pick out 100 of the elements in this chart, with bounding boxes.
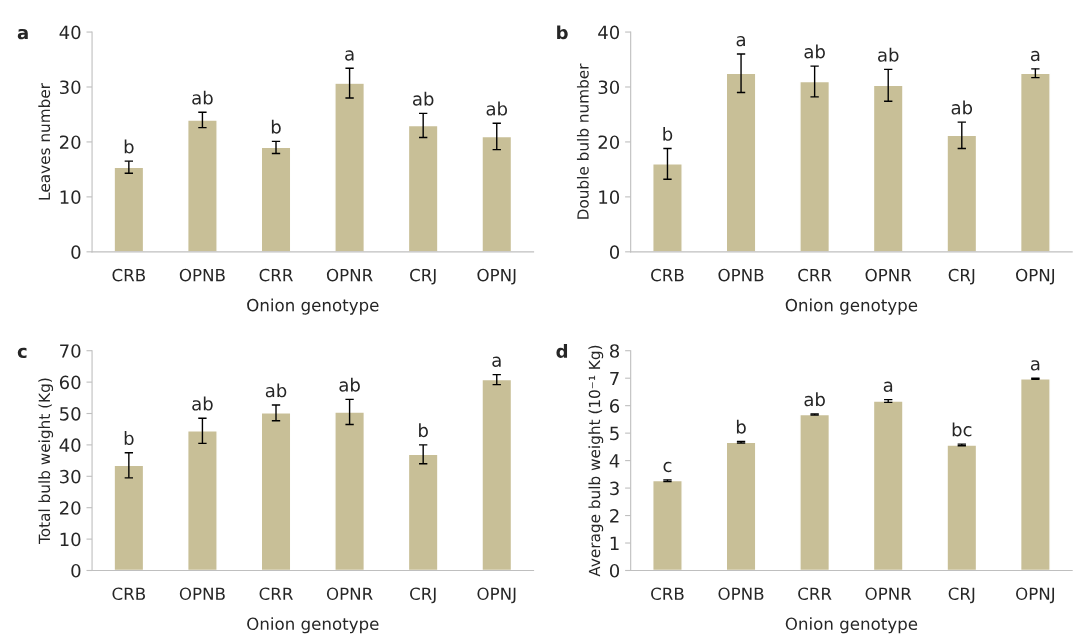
x-tick-label: OPNR	[326, 587, 373, 601]
chart-title: a	[17, 28, 28, 40]
x-tick-label: CRB	[651, 587, 684, 601]
x-tick-label: CRJ	[948, 268, 975, 285]
x-tick-label: CRB	[651, 268, 684, 282]
y-tick-label: 30	[60, 469, 81, 484]
x-tick-label: CRB	[112, 268, 145, 282]
bar	[407, 124, 439, 252]
y-tick-label: 3	[610, 481, 619, 496]
x-axis-title: Onion genotype	[247, 617, 379, 634]
bar	[799, 413, 831, 571]
annotation: b	[419, 423, 428, 438]
bar	[1019, 378, 1051, 571]
x-tick-label: CRR	[259, 268, 293, 282]
x-axis-title: Onion genotype	[785, 298, 918, 315]
annotation: a	[736, 35, 745, 47]
bar	[946, 444, 978, 571]
bar	[799, 80, 831, 252]
x-axis-title: Onion genotype	[247, 298, 379, 315]
bar	[481, 378, 513, 571]
x-tick-label: OPNB	[718, 587, 764, 601]
annotation: b	[736, 419, 746, 434]
x-tick-label: OPNJ	[1016, 587, 1055, 604]
annotation: b	[663, 126, 673, 141]
annotation: b	[271, 119, 281, 134]
bar	[652, 479, 683, 571]
y-tick-label: 4	[609, 454, 620, 468]
x-tick-label: OPNJ	[477, 587, 516, 604]
x-tick-label: OPNR	[865, 268, 912, 282]
annotation: a	[883, 381, 893, 392]
y-tick-label: 0	[71, 245, 81, 259]
annotation: ab	[192, 90, 213, 105]
x-axis-title: Onion genotype	[785, 617, 918, 634]
y-tick-label: 0	[609, 245, 620, 259]
bar	[260, 412, 292, 571]
y-tick-label: 40	[59, 438, 81, 453]
x-tick-label: CRR	[259, 587, 293, 601]
annotation: ab	[265, 383, 287, 398]
annotation: ab	[878, 47, 899, 62]
annotation: ab	[804, 392, 825, 407]
y-tick-label: 1	[610, 536, 619, 550]
y-axis-title: Leaves number	[38, 82, 51, 200]
y-axis-title: Total bulb weight (Kg)	[38, 378, 54, 545]
annotation: b	[124, 431, 134, 446]
y-tick-label: 30	[60, 80, 81, 95]
annotation: ab	[804, 44, 825, 59]
annotation: b	[124, 139, 134, 154]
bar	[725, 441, 757, 571]
annotation: ab	[192, 396, 213, 411]
annotation: a	[492, 356, 501, 367]
bar	[872, 84, 904, 252]
bar	[725, 72, 757, 252]
x-tick-label: OPNB	[718, 268, 764, 282]
y-axis-title: Average bulb weight (10⁻¹ Kg)	[588, 345, 604, 577]
y-tick-label: 50	[60, 406, 81, 421]
bar	[187, 119, 218, 252]
y-tick-label: 40	[59, 25, 81, 40]
y-tick-label: 2	[610, 509, 619, 523]
y-tick-label: 6	[610, 399, 620, 413]
x-tick-label: CRJ	[948, 587, 975, 604]
bar	[260, 146, 292, 252]
y-tick-label: 20	[59, 501, 81, 515]
y-tick-label: 20	[598, 135, 620, 150]
bar	[946, 134, 978, 252]
bar	[407, 453, 439, 571]
y-tick-label: 0	[71, 563, 81, 578]
y-axis-title: Double bulb number	[576, 63, 589, 219]
y-tick-label: 30	[598, 80, 620, 95]
chart-title: d	[556, 344, 568, 359]
annotation: a	[1030, 360, 1040, 371]
y-tick-label: 10	[599, 190, 620, 204]
x-tick-label: OPNB	[179, 268, 225, 282]
annotation: ab	[486, 101, 508, 116]
y-tick-label: 20	[59, 135, 81, 150]
y-tick-label: 8	[610, 344, 620, 358]
bar	[1019, 72, 1051, 252]
annotation: a	[345, 50, 354, 61]
x-tick-label: OPNR	[865, 587, 912, 601]
x-tick-label: CRR	[798, 268, 832, 282]
x-tick-label: CRB	[112, 587, 145, 601]
y-tick-label: 60	[59, 375, 81, 390]
x-tick-label: OPNR	[326, 268, 373, 282]
x-tick-label: OPNJ	[1016, 268, 1055, 285]
x-tick-label: CRJ	[410, 268, 436, 285]
bar	[334, 82, 366, 252]
bar	[113, 166, 145, 252]
annotation: bc	[952, 422, 972, 437]
bar	[481, 135, 513, 252]
y-tick-label: 7	[610, 371, 619, 386]
x-tick-label: OPNJ	[477, 268, 516, 285]
annotation: ab	[412, 91, 434, 106]
bar	[113, 464, 145, 571]
y-tick-label: 10	[60, 532, 81, 547]
y-tick-label: 0	[609, 563, 620, 578]
y-tick-label: 10	[60, 190, 81, 204]
annotation: ab	[339, 377, 360, 392]
annotation: a	[1030, 50, 1040, 62]
bar	[652, 163, 683, 252]
bar	[872, 400, 904, 571]
y-tick-label: 70	[60, 344, 81, 358]
